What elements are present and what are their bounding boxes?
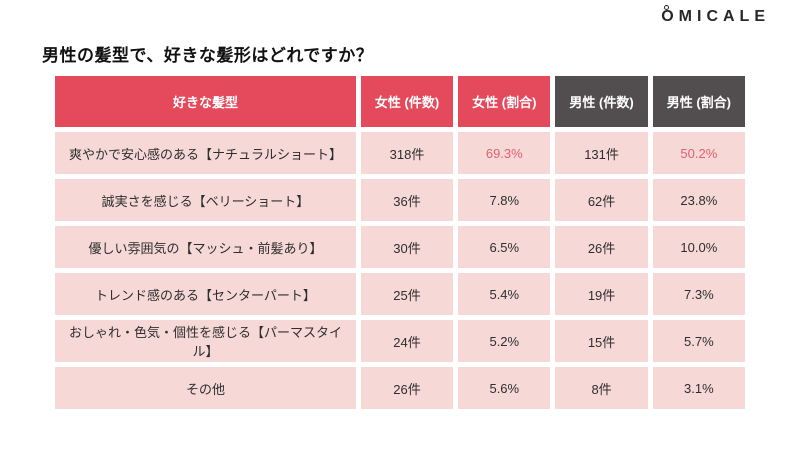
column-header-male-pct: 男性 (割合) bbox=[652, 76, 745, 127]
female-count-cell: 26件 bbox=[360, 367, 454, 409]
female-pct-cell: 5.2% bbox=[458, 320, 551, 362]
table-row: その他 26件 5.6% 8件 3.1% bbox=[55, 367, 745, 409]
male-pct-cell: 50.2% bbox=[652, 132, 745, 174]
female-pct-cell: 5.6% bbox=[458, 367, 551, 409]
male-pct-cell: 5.7% bbox=[652, 320, 745, 362]
table-row: 爽やかで安心感のある【ナチュラルショート】 318件 69.3% 131件 50… bbox=[55, 132, 745, 174]
column-header-female-pct: 女性 (割合) bbox=[458, 76, 551, 127]
logo-ring-icon bbox=[664, 5, 670, 10]
female-count-cell: 24件 bbox=[360, 320, 454, 362]
female-pct-cell: 6.5% bbox=[458, 226, 551, 268]
male-count-cell: 8件 bbox=[555, 367, 648, 409]
logo-text: OMICALE bbox=[661, 8, 770, 25]
hairstyle-label-cell: 優しい雰囲気の【マッシュ・前髪あり】 bbox=[55, 226, 356, 268]
male-count-cell: 131件 bbox=[555, 132, 648, 174]
female-count-cell: 25件 bbox=[360, 273, 454, 315]
page-title: 男性の髪型で、好きな髪形はどれですか？ bbox=[42, 46, 374, 66]
female-count-cell: 30件 bbox=[360, 226, 454, 268]
female-pct-cell: 69.3% bbox=[458, 132, 551, 174]
male-count-cell: 19件 bbox=[555, 273, 648, 315]
female-count-cell: 36件 bbox=[360, 179, 454, 221]
column-header-male-count: 男性 (件数) bbox=[555, 76, 648, 127]
male-pct-cell: 7.3% bbox=[652, 273, 745, 315]
hairstyle-label-cell: 誠実さを感じる【ベリーショート】 bbox=[55, 179, 356, 221]
table-body: 爽やかで安心感のある【ナチュラルショート】 318件 69.3% 131件 50… bbox=[55, 132, 745, 409]
hairstyle-label-cell: トレンド感のある【センターパート】 bbox=[55, 273, 356, 315]
column-header-hairstyle: 好きな髪型 bbox=[55, 76, 356, 127]
omicale-logo: OMICALE bbox=[661, 5, 770, 26]
hairstyle-label-cell: おしゃれ・色気・個性を感じる【パーマスタイル】 bbox=[55, 320, 356, 362]
table-header-row: 好きな髪型 女性 (件数) 女性 (割合) 男性 (件数) 男性 (割合) bbox=[55, 76, 745, 127]
table-row: 誠実さを感じる【ベリーショート】 36件 7.8% 62件 23.8% bbox=[55, 179, 745, 221]
female-pct-cell: 7.8% bbox=[458, 179, 551, 221]
female-pct-cell: 5.4% bbox=[458, 273, 551, 315]
male-count-cell: 62件 bbox=[555, 179, 648, 221]
female-count-cell: 318件 bbox=[360, 132, 454, 174]
male-count-cell: 26件 bbox=[555, 226, 648, 268]
table-row: 優しい雰囲気の【マッシュ・前髪あり】 30件 6.5% 26件 10.0% bbox=[55, 226, 745, 268]
survey-results-table: 好きな髪型 女性 (件数) 女性 (割合) 男性 (件数) 男性 (割合) 爽や… bbox=[50, 71, 750, 414]
male-pct-cell: 3.1% bbox=[652, 367, 745, 409]
male-count-cell: 15件 bbox=[555, 320, 648, 362]
column-header-female-count: 女性 (件数) bbox=[360, 76, 454, 127]
table-row: おしゃれ・色気・個性を感じる【パーマスタイル】 24件 5.2% 15件 5.7… bbox=[55, 320, 745, 362]
table-row: トレンド感のある【センターパート】 25件 5.4% 19件 7.3% bbox=[55, 273, 745, 315]
male-pct-cell: 10.0% bbox=[652, 226, 745, 268]
hairstyle-label-cell: その他 bbox=[55, 367, 356, 409]
hairstyle-label-cell: 爽やかで安心感のある【ナチュラルショート】 bbox=[55, 132, 356, 174]
male-pct-cell: 23.8% bbox=[652, 179, 745, 221]
